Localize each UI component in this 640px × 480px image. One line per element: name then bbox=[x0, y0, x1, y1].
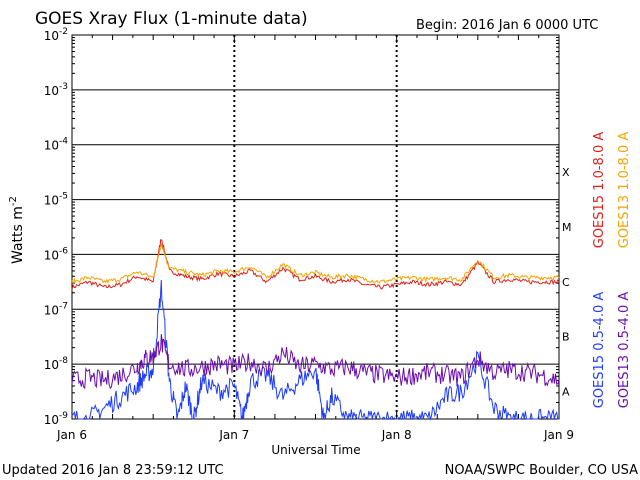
x-tick-label: Jan 8 bbox=[381, 428, 412, 442]
series-line bbox=[71, 243, 560, 286]
legend-entry: GOES15 1.0-8.0 A bbox=[592, 132, 607, 249]
series-layer bbox=[71, 239, 560, 421]
series-line bbox=[71, 279, 559, 421]
y-tick-label: 10-6 bbox=[44, 246, 69, 262]
y-tick-label: 10-7 bbox=[44, 301, 68, 317]
x-tick-label: Jan 6 bbox=[56, 428, 87, 442]
legend-entry: GOES15 0.5-4.0 A bbox=[592, 292, 607, 409]
begin-label: Begin: 2016 Jan 6 0000 UTC bbox=[416, 18, 598, 33]
y-tick-label: 10-9 bbox=[44, 411, 69, 427]
series-line bbox=[71, 239, 560, 290]
credit-label: NOAA/SWPC Boulder, CO USA bbox=[445, 463, 638, 478]
y-tick-label: 10-4 bbox=[44, 137, 69, 153]
series-line bbox=[71, 334, 560, 390]
flare-class-label: A bbox=[562, 386, 570, 399]
y-tick-label: 10-2 bbox=[44, 27, 68, 43]
legend: GOES15 1.0-8.0 A GOES13 1.0-8.0 A GOES15 0… bbox=[592, 132, 632, 409]
y-tick-label: 10-8 bbox=[44, 356, 69, 372]
flare-class-labels: X M C B A bbox=[562, 166, 572, 398]
y-tick-label: 10-3 bbox=[44, 82, 68, 98]
y-tick-label: 10-5 bbox=[44, 192, 68, 208]
x-axis: Jan 6 Jan 7 Jan 8 Jan 9 bbox=[56, 35, 574, 442]
flare-class-label: M bbox=[562, 221, 572, 234]
updated-timestamp: Updated 2016 Jan 8 23:59:12 UTC bbox=[2, 463, 224, 478]
x-axis-label: Universal Time bbox=[271, 443, 360, 457]
flare-class-label: B bbox=[562, 331, 570, 344]
y-axis-label: Watts m-2 bbox=[8, 196, 26, 264]
legend-entry: GOES13 0.5-4.0 A bbox=[617, 292, 632, 409]
flare-class-label: C bbox=[562, 276, 570, 289]
flare-class-label: X bbox=[562, 166, 570, 179]
x-tick-label: Jan 9 bbox=[543, 428, 574, 442]
x-tick-label: Jan 7 bbox=[218, 428, 249, 442]
legend-entry: GOES13 1.0-8.0 A bbox=[617, 132, 632, 249]
y-axis-label-exp: -2 bbox=[8, 196, 19, 206]
chart-title: GOES Xray Flux (1-minute data) bbox=[35, 9, 308, 29]
y-axis-label-main: Watts m bbox=[10, 206, 26, 264]
grid-layer bbox=[72, 35, 559, 419]
